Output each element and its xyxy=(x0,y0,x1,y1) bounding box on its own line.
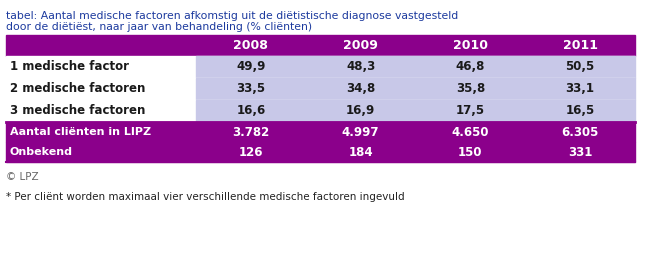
Text: 46,8: 46,8 xyxy=(456,60,485,73)
Text: 50,5: 50,5 xyxy=(565,60,594,73)
Text: door de diëtiëst, naar jaar van behandeling (% cliënten): door de diëtiëst, naar jaar van behandel… xyxy=(6,22,312,32)
Bar xyxy=(6,100,635,122)
Text: 2008: 2008 xyxy=(234,39,268,52)
Text: 2011: 2011 xyxy=(563,39,598,52)
Bar xyxy=(196,56,635,78)
Text: 4.997: 4.997 xyxy=(342,125,380,138)
Bar xyxy=(6,35,635,56)
Text: 4.650: 4.650 xyxy=(452,125,489,138)
Bar xyxy=(6,78,635,100)
Text: 33,1: 33,1 xyxy=(566,82,594,95)
Text: 16,5: 16,5 xyxy=(565,105,594,118)
Text: 3 medische factoren: 3 medische factoren xyxy=(10,105,145,118)
Text: 33,5: 33,5 xyxy=(236,82,265,95)
Text: 6.305: 6.305 xyxy=(561,125,599,138)
Bar xyxy=(6,142,635,162)
Text: © LPZ: © LPZ xyxy=(6,172,39,182)
Text: 35,8: 35,8 xyxy=(456,82,485,95)
Text: Onbekend: Onbekend xyxy=(10,147,73,157)
Text: 17,5: 17,5 xyxy=(456,105,485,118)
Text: 3.782: 3.782 xyxy=(232,125,269,138)
Bar xyxy=(6,56,635,78)
Text: 34,8: 34,8 xyxy=(346,82,375,95)
Bar xyxy=(196,78,635,100)
Bar xyxy=(196,100,635,122)
Text: 2009: 2009 xyxy=(343,39,378,52)
Text: 331: 331 xyxy=(568,146,593,159)
Text: 2 medische factoren: 2 medische factoren xyxy=(10,82,145,95)
Text: 126: 126 xyxy=(239,146,263,159)
Bar xyxy=(6,122,635,142)
Text: 49,9: 49,9 xyxy=(236,60,265,73)
Text: 184: 184 xyxy=(349,146,373,159)
Text: 150: 150 xyxy=(458,146,483,159)
Text: tabel: Aantal medische factoren afkomstig uit de diëtistische diagnose vastgeste: tabel: Aantal medische factoren afkomsti… xyxy=(6,11,458,21)
Text: 16,6: 16,6 xyxy=(236,105,265,118)
Text: 48,3: 48,3 xyxy=(346,60,375,73)
Text: 1 medische factor: 1 medische factor xyxy=(10,60,129,73)
Text: 16,9: 16,9 xyxy=(346,105,375,118)
Text: Aantal cliënten in LIPZ: Aantal cliënten in LIPZ xyxy=(10,127,151,137)
Text: 2010: 2010 xyxy=(453,39,488,52)
Text: * Per cliënt worden maximaal vier verschillende medische factoren ingevuld: * Per cliënt worden maximaal vier versch… xyxy=(6,192,404,202)
